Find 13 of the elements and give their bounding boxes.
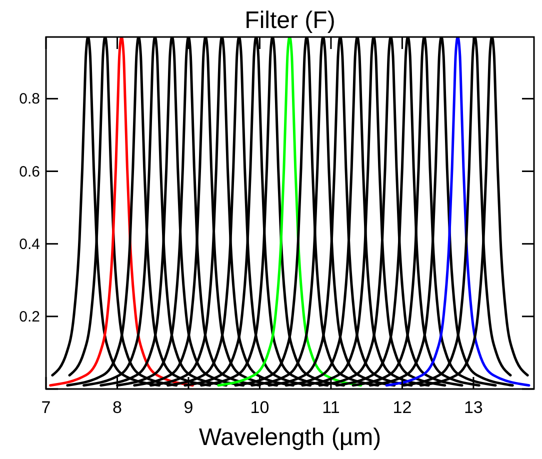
y-tick-label: 0.8 (19, 90, 40, 108)
x-tick-label: 10 (250, 398, 270, 417)
x-tick-label: 9 (184, 398, 194, 417)
y-tick-label: 0.6 (19, 163, 40, 180)
x-tick-label: 13 (464, 398, 483, 417)
x-axis-title: Wavelength (µm) (198, 424, 382, 451)
x-tick-label: 12 (392, 398, 412, 417)
y-tick-label: 0.2 (19, 308, 40, 326)
x-tick-label: 7 (41, 398, 51, 417)
x-tick-label: 11 (322, 398, 340, 417)
y-tick-label: 0.4 (19, 236, 40, 253)
x-tick-label: 8 (112, 398, 122, 417)
chart-title: Filter (F) (244, 7, 336, 34)
